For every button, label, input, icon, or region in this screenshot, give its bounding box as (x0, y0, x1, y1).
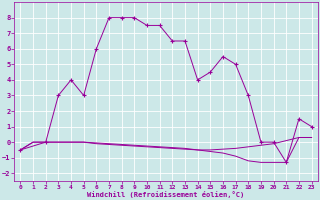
X-axis label: Windchill (Refroidissement éolien,°C): Windchill (Refroidissement éolien,°C) (87, 191, 244, 198)
